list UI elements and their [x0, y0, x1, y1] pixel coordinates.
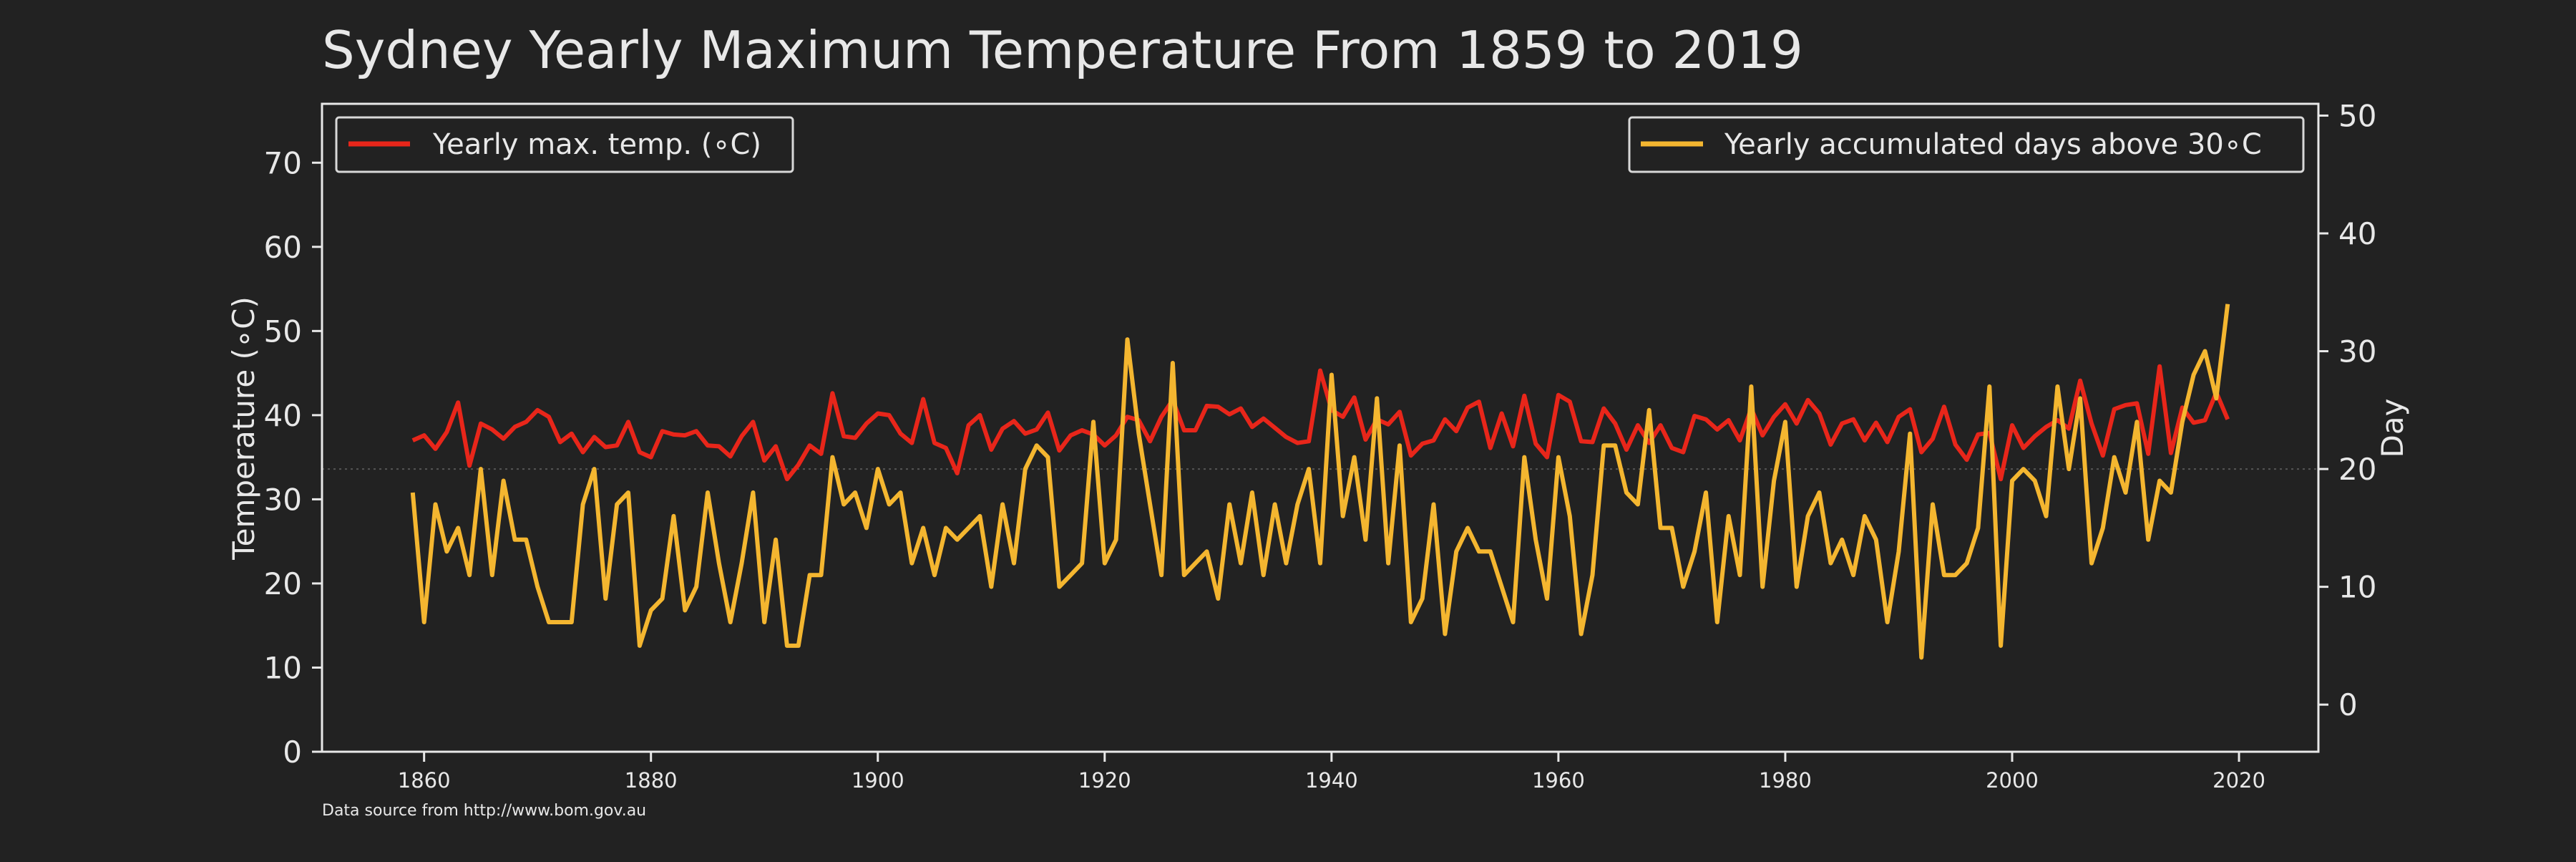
y-axis-label-left: Temperature (∘C)	[226, 296, 261, 561]
x-tick-label: 1980	[1759, 768, 1812, 793]
plot-frame	[321, 102, 2320, 753]
y-right-tick-label: 20	[2338, 452, 2376, 487]
x-tick-label: 2000	[1986, 768, 2039, 793]
y-left-tick-label: 40	[264, 398, 302, 433]
legend-temperature: Yearly max. temp. (∘C)	[335, 116, 794, 173]
y-right-tick-label: 0	[2338, 687, 2358, 722]
series-line-days	[410, 304, 2230, 660]
y-axis-label-right: Day	[2375, 399, 2410, 458]
x-tick-label: 1920	[1078, 768, 1131, 793]
y-left-tick-label: 20	[264, 566, 302, 601]
legend-days-label: Yearly accumulated days above 30∘C	[1724, 128, 2262, 161]
chart-title: Sydney Yearly Maximum Temperature From 1…	[322, 20, 1803, 80]
x-tick-label: 1880	[625, 768, 678, 793]
legend-days-box	[1628, 116, 2305, 173]
y-right-tick-label: 10	[2338, 570, 2376, 605]
legend-temperature-label: Yearly max. temp. (∘C)	[432, 128, 761, 161]
x-tick-label: 1900	[852, 768, 904, 793]
x-tick-label: 2020	[2212, 768, 2265, 793]
legend-days: Yearly accumulated days above 30∘C	[1628, 116, 2305, 173]
y-left-tick-label: 10	[264, 650, 302, 685]
x-tick-label: 1960	[1532, 768, 1585, 793]
y-left-tick-label: 60	[264, 230, 302, 265]
x-tick-label: 1940	[1305, 768, 1358, 793]
y-left-tick-label: 50	[264, 314, 302, 349]
series-line-temperature	[411, 364, 2230, 482]
source-note: Data source from http://www.bom.gov.au	[322, 802, 646, 820]
y-left-tick-label: 30	[264, 482, 302, 517]
y-right-tick-label: 30	[2338, 334, 2376, 369]
y-left-tick-label: 0	[283, 735, 302, 770]
x-tick-label: 1860	[398, 768, 451, 793]
y-left-tick-label: 70	[264, 145, 302, 180]
legend-temperature-box	[335, 116, 794, 173]
y-right-tick-label: 50	[2338, 98, 2376, 133]
plot-area: 1860 1880 1900 1920 1940 1960 1980 2000 20200102…	[264, 98, 2377, 793]
y-right-tick-label: 40	[2338, 216, 2376, 251]
